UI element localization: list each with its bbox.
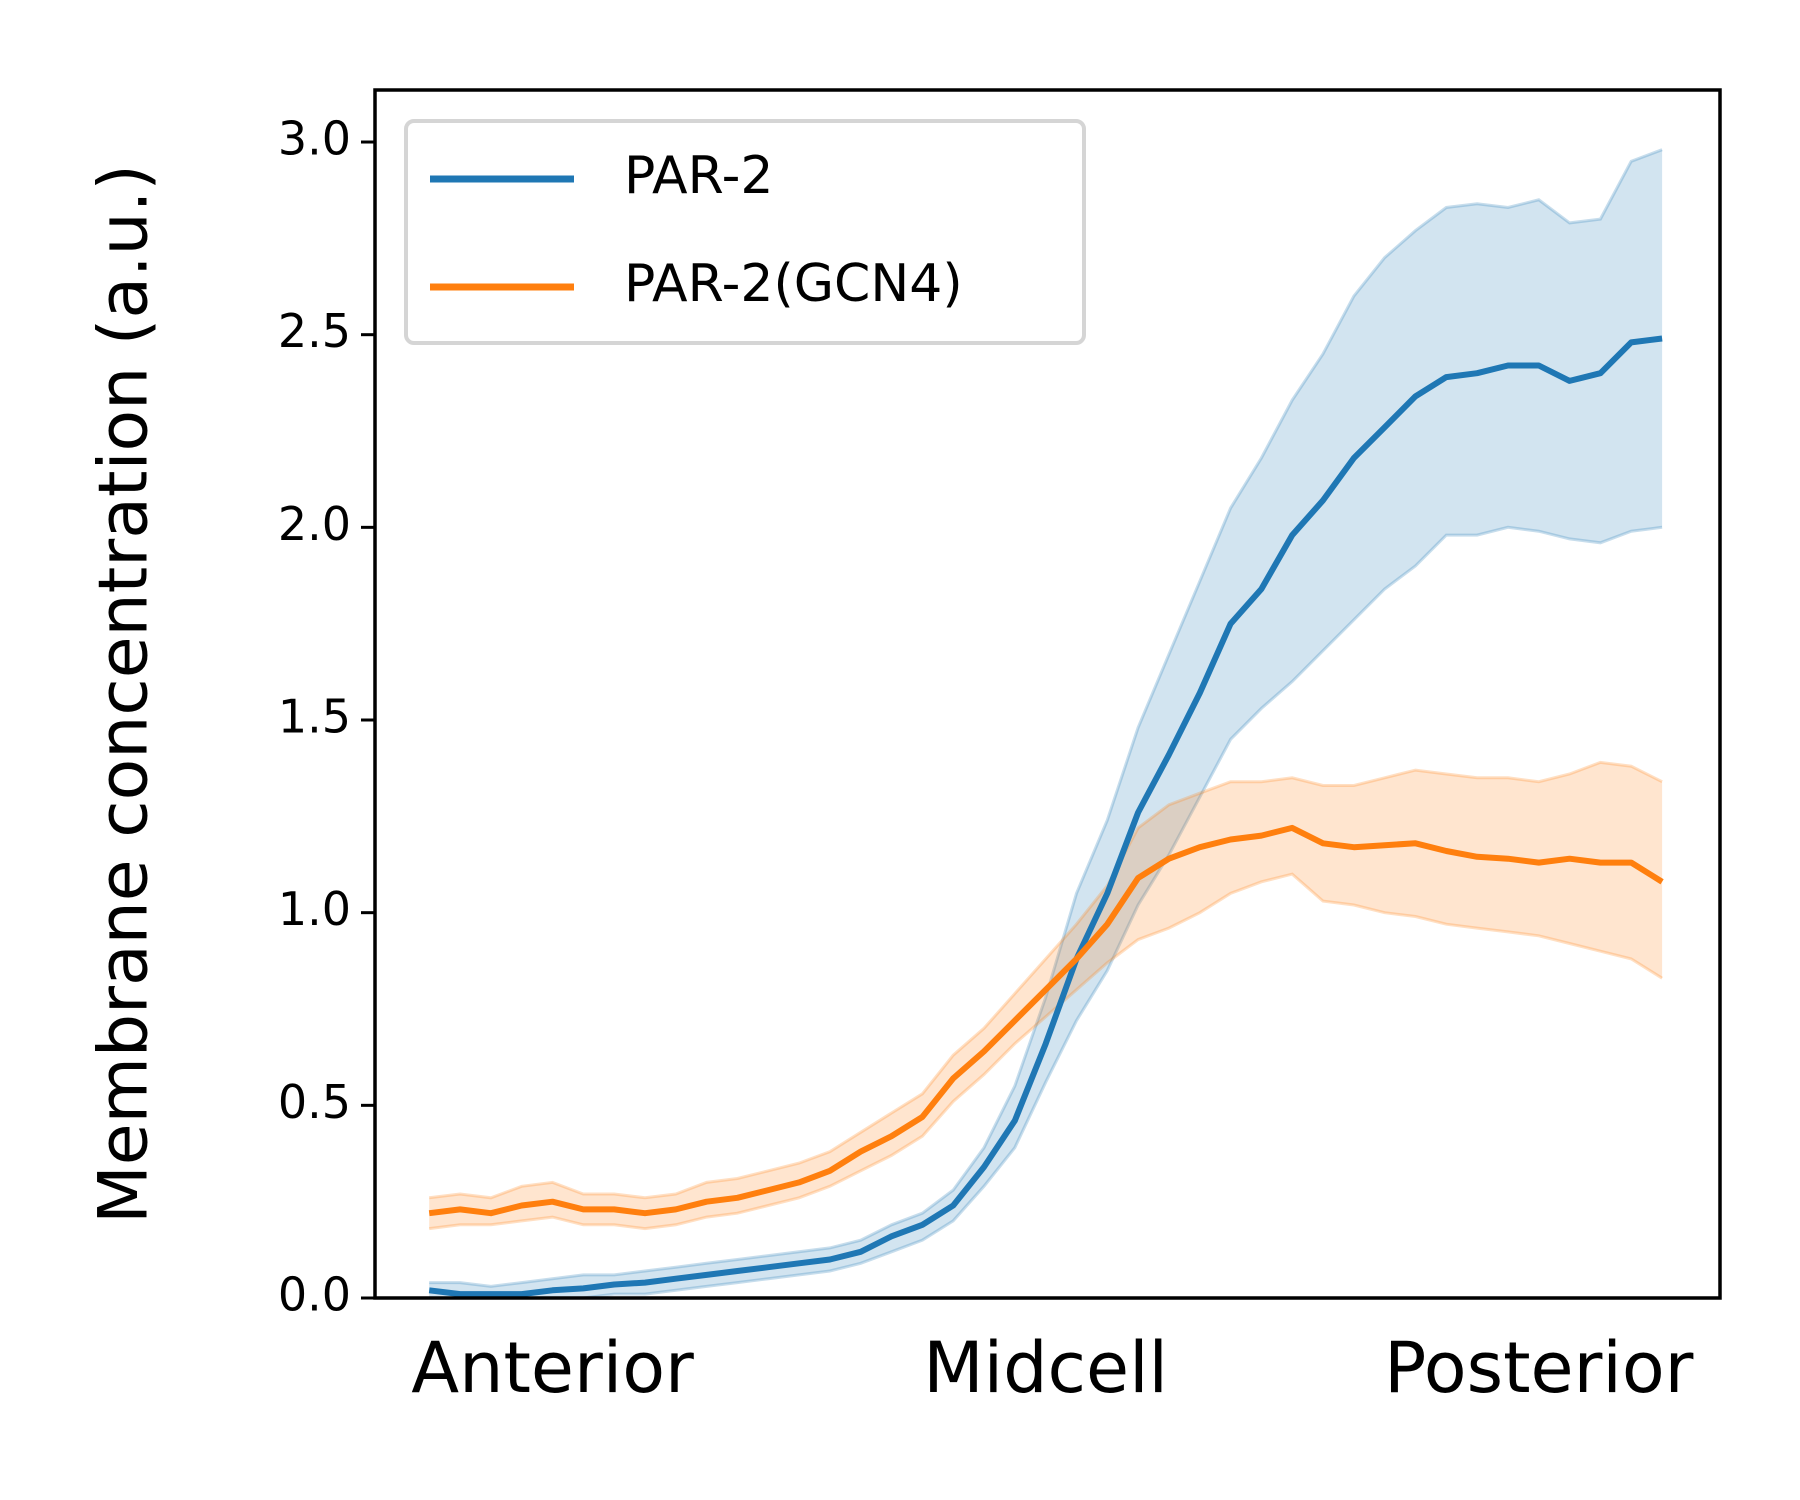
y-tick-label: 2.0 (278, 497, 351, 551)
legend-label: PAR-2(GCN4) (624, 254, 963, 314)
x-tick-label: Anterior (411, 1327, 694, 1409)
y-tick-label: 1.5 (278, 690, 351, 744)
y-tick-label: 0.0 (278, 1268, 351, 1322)
y-tick-label: 1.0 (278, 882, 351, 936)
legend-label: PAR-2 (624, 146, 773, 206)
series-line (428, 335, 1663, 1298)
confidence-band (429, 149, 1663, 1299)
plot-frame (373, 88, 1722, 1300)
band-edge (429, 760, 1663, 1200)
y-tick-label: 0.5 (278, 1075, 351, 1129)
x-tick-label: Midcell (923, 1327, 1168, 1409)
confidence-band (429, 762, 1663, 1229)
band-edge (429, 525, 1663, 1300)
y-tick-label: 2.5 (278, 304, 351, 358)
legend-box (404, 119, 1086, 345)
band-edge (429, 872, 1663, 1231)
y-axis-label: Membrane concentration (a.u.) (85, 164, 164, 1224)
series-line (428, 824, 1664, 1217)
y-tick-label: 3.0 (278, 112, 351, 166)
x-tick-label: Posterior (1384, 1327, 1694, 1409)
band-edge (429, 148, 1663, 1288)
